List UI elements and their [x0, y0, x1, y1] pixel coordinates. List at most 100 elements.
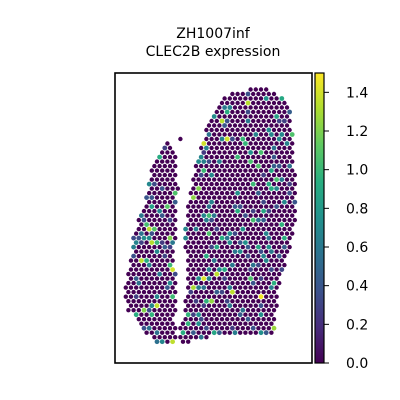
spot: [227, 330, 232, 335]
spot: [261, 253, 266, 259]
spot: [141, 317, 147, 322]
spot: [232, 105, 238, 110]
spot: [271, 172, 277, 178]
spot: [173, 308, 178, 313]
spot: [230, 145, 235, 151]
spot: [232, 150, 238, 155]
spot: [284, 168, 290, 173]
spot: [186, 339, 191, 344]
spot: [154, 213, 160, 218]
spot: [173, 163, 178, 169]
spot: [193, 163, 199, 169]
spot: [199, 308, 204, 313]
spot: [217, 159, 222, 165]
spot: [238, 294, 243, 299]
spot: [245, 226, 251, 232]
spot: [248, 303, 253, 308]
spot: [245, 244, 251, 250]
spot: [157, 335, 162, 340]
spot: [269, 177, 274, 182]
spot: [165, 159, 170, 164]
spot: [222, 114, 227, 119]
spot: [238, 321, 243, 326]
spot: [258, 177, 264, 182]
spot: [209, 181, 214, 187]
spot: [219, 326, 225, 331]
spot: [126, 271, 131, 277]
spot: [253, 276, 258, 281]
spot: [219, 208, 225, 214]
spot: [274, 141, 279, 146]
spot: [243, 222, 248, 227]
spot: [160, 168, 165, 173]
spot: [250, 208, 256, 214]
spot: [199, 199, 204, 205]
spot: [222, 258, 227, 263]
spot: [266, 308, 271, 313]
spot: [204, 335, 209, 340]
spot: [235, 145, 240, 151]
spot: [222, 177, 227, 182]
spot: [188, 208, 193, 214]
spot: [217, 267, 222, 272]
spot: [256, 244, 261, 250]
spot: [251, 118, 256, 124]
spot: [186, 204, 191, 209]
spot: [165, 222, 170, 227]
spot: [162, 335, 167, 340]
spot: [144, 213, 149, 218]
spot: [225, 163, 230, 169]
spot: [261, 154, 266, 160]
spot: [256, 289, 261, 295]
spot: [251, 91, 256, 97]
spot: [136, 226, 141, 232]
spot: [185, 312, 191, 318]
spot: [160, 231, 165, 236]
spot: [250, 217, 256, 223]
spot: [258, 231, 264, 236]
spot: [276, 253, 282, 259]
spot: [201, 276, 207, 281]
spot: [292, 217, 297, 223]
spot: [152, 199, 157, 205]
spot: [157, 172, 162, 178]
spot: [178, 326, 183, 331]
spot: [212, 141, 217, 146]
spot: [256, 172, 261, 178]
spot: [157, 235, 162, 241]
spot: [199, 145, 204, 151]
spot: [227, 141, 232, 146]
spot: [287, 154, 292, 160]
spot: [147, 199, 152, 205]
spot: [225, 100, 230, 106]
spot: [152, 299, 157, 304]
spot: [165, 312, 170, 317]
spot: [217, 330, 222, 336]
spot: [157, 244, 162, 250]
spot: [250, 280, 256, 286]
spot: [147, 253, 152, 259]
spot: [173, 208, 178, 214]
spot: [144, 222, 150, 228]
spot: [274, 285, 279, 290]
spot: [276, 136, 282, 142]
spot: [266, 163, 271, 169]
spot: [152, 271, 157, 277]
spot: [264, 168, 269, 173]
spot: [160, 195, 165, 200]
spot: [224, 136, 230, 142]
spot: [165, 204, 170, 210]
spot: [165, 339, 170, 344]
spot: [245, 253, 251, 259]
spot: [222, 141, 227, 146]
spot: [222, 222, 227, 227]
spot: [149, 240, 155, 246]
spot: [284, 159, 290, 164]
spot: [238, 96, 243, 101]
spot: [149, 177, 154, 182]
spot: [279, 150, 284, 155]
colorbar-tick-label: 0.0: [346, 356, 368, 372]
spot: [214, 289, 220, 295]
spot: [170, 249, 175, 254]
spot: [266, 244, 272, 250]
